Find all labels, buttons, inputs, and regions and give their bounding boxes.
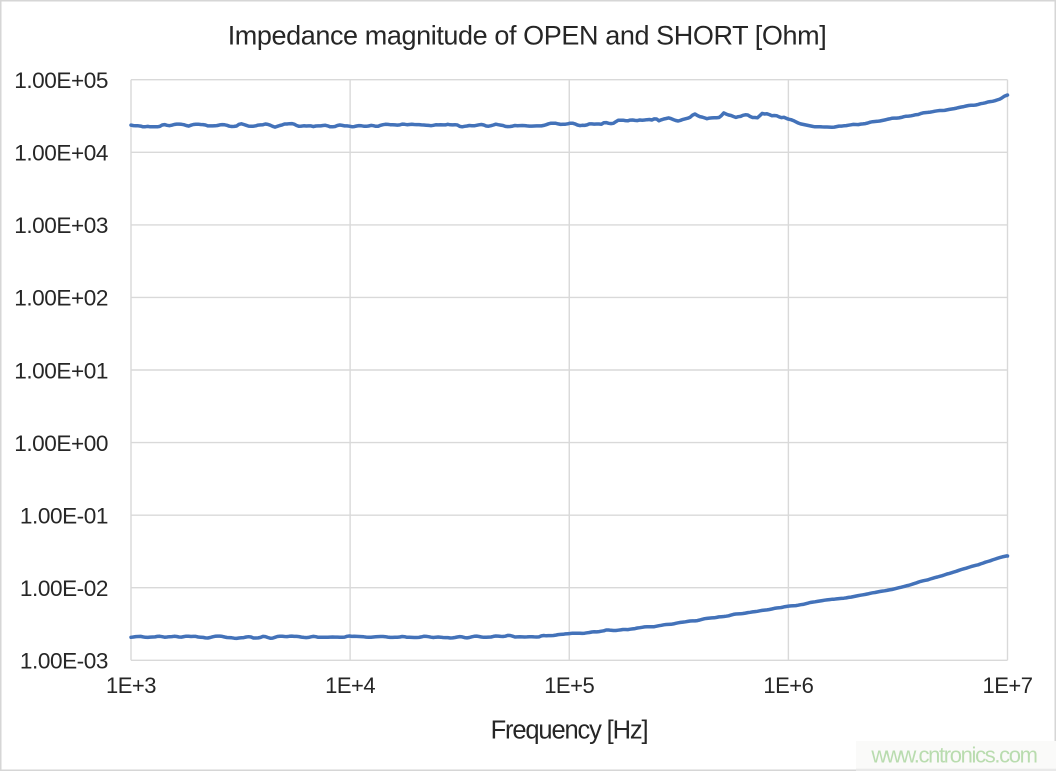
svg-text:1.00E+01: 1.00E+01: [14, 358, 108, 383]
svg-text:1.00E+04: 1.00E+04: [14, 141, 108, 166]
svg-text:1.00E-01: 1.00E-01: [20, 504, 108, 529]
svg-text:www.cntronics.com: www.cntronics.com: [870, 743, 1036, 768]
svg-text:1E+5: 1E+5: [544, 673, 594, 698]
svg-text:1.00E+03: 1.00E+03: [14, 213, 108, 238]
svg-text:1.00E+00: 1.00E+00: [14, 431, 108, 456]
svg-text:1E+6: 1E+6: [763, 673, 813, 698]
svg-text:1E+4: 1E+4: [325, 673, 375, 698]
svg-text:1.00E+02: 1.00E+02: [14, 286, 108, 311]
svg-text:1.00E+05: 1.00E+05: [14, 68, 108, 93]
svg-text:1E+3: 1E+3: [106, 673, 156, 698]
svg-text:Frequency [Hz]: Frequency [Hz]: [491, 717, 648, 745]
svg-text:1E+7: 1E+7: [983, 673, 1033, 698]
svg-text:Impedance magnitude of OPEN an: Impedance magnitude of OPEN and SHORT [O…: [228, 21, 827, 51]
svg-text:1.00E-03: 1.00E-03: [20, 649, 108, 674]
svg-text:1.00E-02: 1.00E-02: [20, 576, 108, 601]
